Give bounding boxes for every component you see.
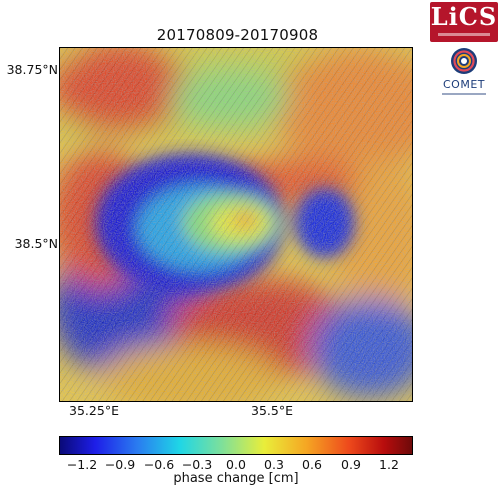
- figure-title: 20170809-20170908: [156, 26, 319, 44]
- lon-tick-label: 35.5°E: [251, 403, 293, 418]
- lics-logo: LiCS: [430, 2, 498, 42]
- interferogram-map: [59, 47, 413, 402]
- colorbar-tick-label: −0.6: [143, 457, 175, 472]
- colorbar-tick-label: 1.2: [379, 457, 399, 472]
- comet-logo: COMET: [432, 46, 496, 98]
- comet-emblem-icon: [451, 48, 477, 74]
- comet-logo-fineprint: [442, 93, 486, 95]
- colorbar-tick-label: −0.9: [104, 457, 136, 472]
- colorbar-tick-label: 0.3: [264, 457, 284, 472]
- lics-logo-text: LiCS: [430, 2, 498, 31]
- comet-logo-text: COMET: [443, 78, 485, 91]
- colorbar-tick-label: −1.2: [66, 457, 98, 472]
- colorbar-tick-label: 0.9: [341, 457, 361, 472]
- lat-tick-label: 38.5°N: [14, 236, 58, 251]
- lics-logo-fineprint: [438, 33, 490, 36]
- colorbar-label: phase change [cm]: [173, 471, 299, 486]
- lat-tick-label: 38.75°N: [6, 62, 58, 77]
- lon-tick-label: 35.25°E: [69, 403, 119, 418]
- colorbar: [59, 436, 413, 455]
- colorbar-tick-label: 0.0: [226, 457, 246, 472]
- phase-field: [60, 48, 412, 401]
- colorbar-tick-label: −0.3: [181, 457, 213, 472]
- colorbar-tick-label: 0.6: [302, 457, 322, 472]
